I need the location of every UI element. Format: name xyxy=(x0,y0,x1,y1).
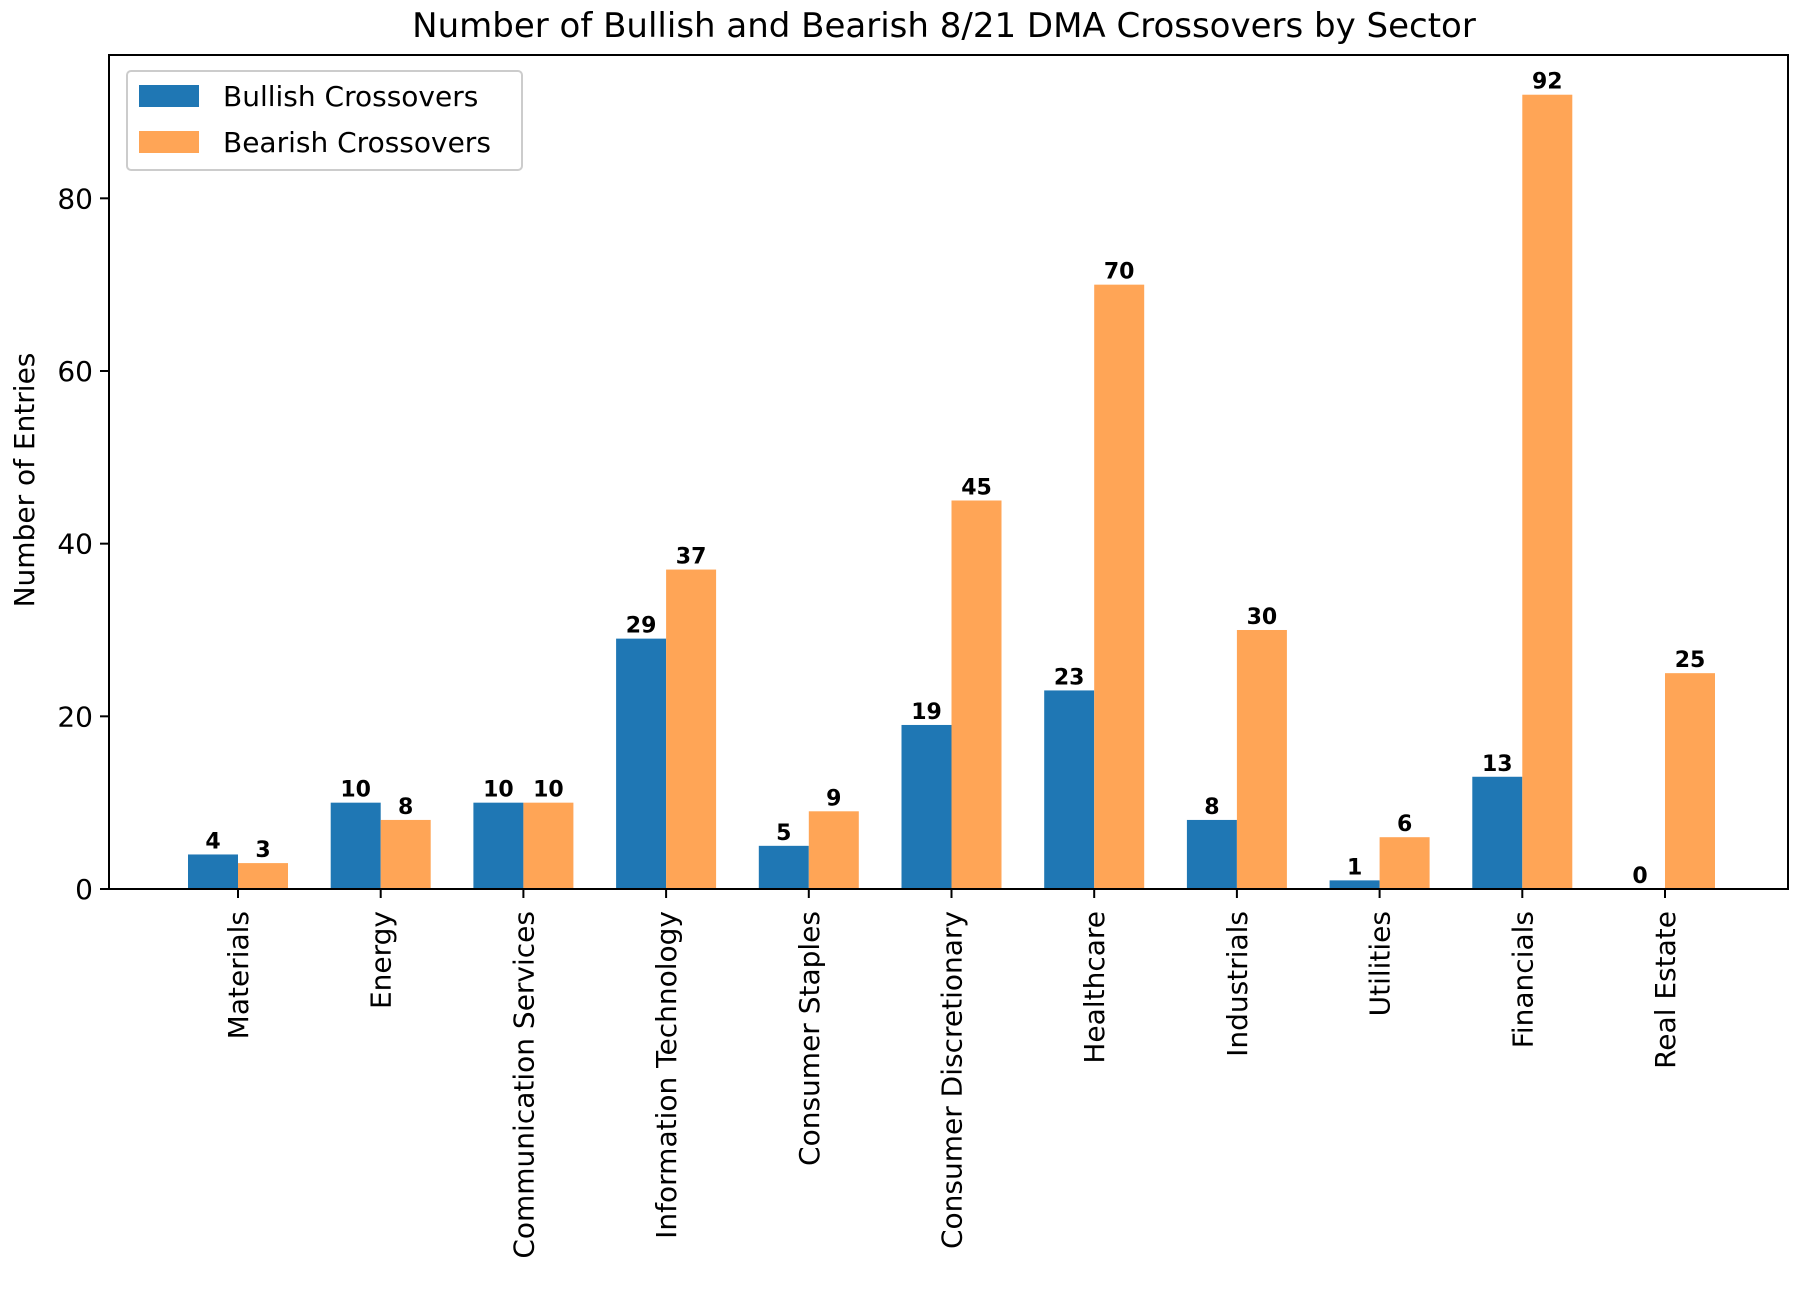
bar xyxy=(1379,837,1430,889)
plot-frame xyxy=(108,54,1789,890)
bar xyxy=(523,802,574,889)
bar-value-label: 8 xyxy=(1204,795,1219,820)
x-tick-label: Energy xyxy=(365,911,398,1009)
bar-value-label: 37 xyxy=(676,545,707,570)
bar-value-label: 1 xyxy=(1347,855,1362,880)
bar-value-label: 45 xyxy=(961,475,992,500)
bar xyxy=(951,500,1002,889)
bar-value-label: 30 xyxy=(1247,605,1278,630)
legend-swatch xyxy=(139,85,199,107)
x-tick-label: Healthcare xyxy=(1078,911,1111,1064)
bar-value-label: 19 xyxy=(911,700,942,725)
bar-value-label: 3 xyxy=(255,838,270,863)
bar xyxy=(901,724,952,889)
bar xyxy=(1472,776,1523,889)
y-tick-label: 40 xyxy=(57,528,93,561)
bar-value-label: 4 xyxy=(205,829,220,854)
bar xyxy=(1236,629,1287,889)
bar-value-label: 13 xyxy=(1482,752,1513,777)
legend-swatch xyxy=(139,131,199,153)
x-tick-label: Industrials xyxy=(1221,911,1254,1057)
x-tick-label: Communication Services xyxy=(507,911,540,1259)
bar-value-label: 92 xyxy=(1532,70,1563,95)
bar xyxy=(808,811,859,889)
x-tick-label: Real Estate xyxy=(1649,911,1682,1069)
bar-value-label: 29 xyxy=(626,614,657,639)
y-tick-label: 0 xyxy=(75,873,93,906)
legend: Bullish Crossovers Bearish Crossovers xyxy=(126,70,523,171)
bar xyxy=(238,863,288,889)
bar-value-label: 10 xyxy=(483,778,514,803)
bar xyxy=(473,802,524,889)
legend-entry-label: Bearish Crossovers xyxy=(223,126,491,159)
bar xyxy=(330,802,381,889)
bar-value-label: 10 xyxy=(533,778,564,803)
bar xyxy=(758,845,809,889)
bar xyxy=(1186,819,1237,889)
bar-value-label: 23 xyxy=(1054,665,1085,690)
bar xyxy=(1044,690,1095,889)
bar xyxy=(380,819,431,889)
chart-title: Number of Bullish and Bearish 8/21 DMA C… xyxy=(412,6,1476,46)
bar-value-label: 9 xyxy=(826,786,841,811)
bar-value-label: 5 xyxy=(776,821,791,846)
x-tick-label: Utilities xyxy=(1364,911,1397,1016)
x-tick-label: Financials xyxy=(1506,911,1539,1048)
bar xyxy=(1094,284,1145,889)
bar-value-label: 25 xyxy=(1675,648,1706,673)
bar-value-label: 8 xyxy=(398,795,413,820)
legend-entry-label: Bullish Crossovers xyxy=(223,80,478,113)
bar xyxy=(1665,673,1715,889)
y-tick-label: 80 xyxy=(57,182,93,215)
bar-value-label: 6 xyxy=(1397,812,1412,837)
y-tick-label: 60 xyxy=(57,355,93,388)
bar xyxy=(1522,94,1573,889)
bar-value-label: 10 xyxy=(340,778,371,803)
bar-value-label: 70 xyxy=(1104,260,1135,285)
bar-value-label: 0 xyxy=(1632,864,1647,889)
x-tick-label: Consumer Staples xyxy=(793,911,826,1166)
bar xyxy=(1329,880,1380,889)
x-tick-label: Materials xyxy=(222,911,255,1039)
bar xyxy=(616,638,667,889)
y-axis-label: Number of Entries xyxy=(8,353,41,608)
x-tick-label: Information Technology xyxy=(650,911,683,1239)
bar xyxy=(188,854,238,889)
y-tick-label: 20 xyxy=(57,700,93,733)
bar xyxy=(666,569,717,889)
x-tick-label: Consumer Discretionary xyxy=(936,911,969,1249)
legend-box xyxy=(126,70,523,171)
